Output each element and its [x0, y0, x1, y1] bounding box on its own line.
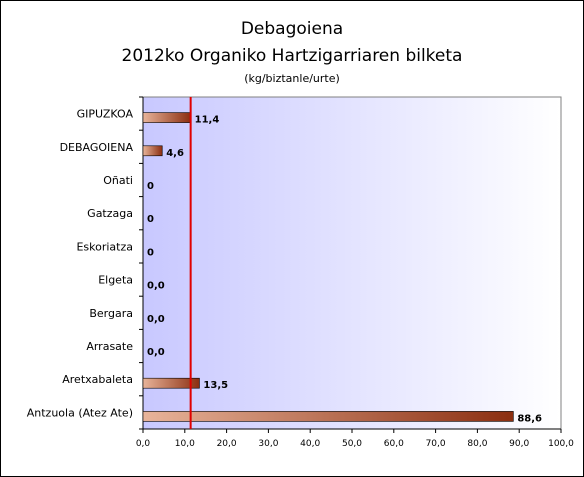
- x-tick-label: 100,0: [548, 439, 574, 449]
- bar: [142, 377, 200, 389]
- chart-subtitle: 2012ko Organiko Hartzigarriaren bilketa: [121, 46, 463, 66]
- category-label: Oñati: [103, 174, 133, 187]
- bar: [142, 145, 163, 157]
- data-label: 11,4: [195, 115, 220, 126]
- bar: [142, 411, 514, 422]
- data-label: 88,6: [517, 413, 542, 424]
- bar: [142, 112, 191, 123]
- x-tick-label: 90,0: [509, 439, 529, 449]
- x-tick-label: 70,0: [426, 439, 446, 449]
- data-label: 0,0: [147, 281, 165, 292]
- category-label: Gatzaga: [87, 207, 133, 220]
- x-tick-label: 30,0: [258, 439, 278, 449]
- data-label: 4,6: [166, 148, 184, 159]
- chart-unit-label: (kg/biztanle/urte): [244, 72, 340, 85]
- data-label: 0: [147, 214, 154, 225]
- x-tick-label: 0,0: [136, 439, 151, 449]
- chart-title: Debagoiena: [240, 19, 344, 39]
- x-tick-label: 20,0: [217, 439, 237, 449]
- category-label: Aretxabaleta: [62, 373, 133, 386]
- x-tick-label: 40,0: [300, 439, 320, 449]
- data-label: 0: [147, 247, 154, 258]
- category-label: GIPUZKOA: [77, 108, 134, 121]
- x-tick-label: 50,0: [342, 439, 362, 449]
- category-label: Arrasate: [86, 340, 133, 353]
- category-label: Bergara: [89, 307, 133, 320]
- data-label: 13,5: [203, 380, 228, 391]
- data-label: 0,0: [147, 314, 165, 325]
- category-label: Eskoriatza: [76, 240, 133, 253]
- x-tick-label: 60,0: [384, 439, 404, 449]
- data-label: 0,0: [147, 347, 165, 358]
- category-label: DEBAGOIENA: [60, 141, 134, 154]
- x-tick-label: 80,0: [467, 439, 487, 449]
- x-tick-label: 10,0: [175, 439, 195, 449]
- data-label: 0: [147, 181, 154, 192]
- plot-area: [142, 96, 562, 430]
- category-label: Antzuola (Atez Ate): [27, 406, 133, 419]
- category-label: Elgeta: [98, 274, 133, 287]
